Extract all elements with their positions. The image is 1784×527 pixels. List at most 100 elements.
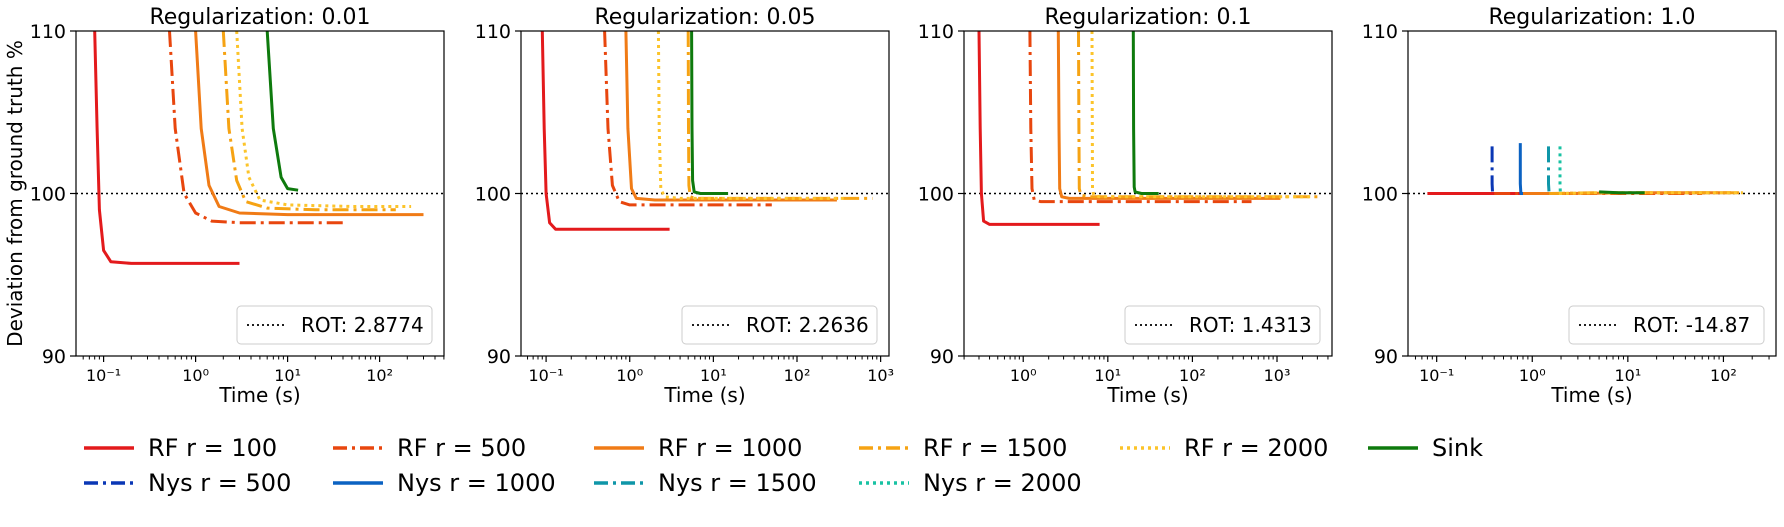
series-line-rf-r-500 bbox=[1028, 31, 1252, 204]
legend-swatch bbox=[333, 446, 383, 450]
legend-entry: RF r = 100 bbox=[84, 433, 277, 463]
legend-swatch bbox=[1368, 446, 1418, 450]
legend-label: Nys r = 2000 bbox=[923, 469, 1082, 497]
panel-3: Regularization: 0.1 90 100 110 10⁰ 10¹ 10² 10³ T… bbox=[918, 5, 1333, 407]
series-line-sink bbox=[1131, 31, 1159, 195]
panel-1: Regularization: 0.01 90 100 110 10⁻¹ 10⁰ 10¹ 10… bbox=[3, 5, 445, 407]
x-tick-label: 10⁰ bbox=[616, 366, 643, 385]
x-tick-label: 10³ bbox=[867, 366, 894, 385]
legend-entry: Nys r = 500 bbox=[84, 468, 291, 498]
legend-swatch bbox=[84, 481, 134, 485]
legend-entry: RF r = 1000 bbox=[594, 433, 802, 463]
y-tick-label: 90 bbox=[1374, 346, 1398, 368]
rot-legend-label: ROT: 2.8774 bbox=[301, 313, 424, 337]
panel-title: Regularization: 0.05 bbox=[594, 5, 815, 30]
series-line-rf-r-1000 bbox=[1056, 31, 1281, 200]
legend-entry: RF r = 500 bbox=[333, 433, 526, 463]
series-line-rf-r-100 bbox=[93, 31, 240, 265]
y-tick-label: 110 bbox=[918, 21, 954, 43]
panel-title: Regularization: 1.0 bbox=[1488, 5, 1695, 30]
chart-svg: Regularization: 0.01 90 100 110 10⁻¹ 10⁰ 10¹ 10… bbox=[3, 5, 1777, 407]
legend-swatch bbox=[84, 446, 134, 450]
y-tick-label: 90 bbox=[487, 346, 511, 368]
rot-legend-box bbox=[1568, 305, 1765, 345]
panel-title: Regularization: 0.01 bbox=[149, 5, 370, 30]
y-tick-label: 100 bbox=[475, 184, 511, 206]
legend-swatch bbox=[1120, 446, 1170, 450]
x-tick-label: 10¹ bbox=[1094, 366, 1121, 385]
series-group bbox=[977, 31, 1318, 226]
legend-label: RF r = 1000 bbox=[658, 434, 803, 462]
x-tick-label: 10⁻¹ bbox=[1419, 366, 1454, 385]
panel-title: Regularization: 0.1 bbox=[1044, 5, 1251, 30]
x-tick-label: 10⁻¹ bbox=[86, 366, 121, 385]
series-line-sink bbox=[265, 31, 299, 192]
x-tick-label: 10¹ bbox=[700, 366, 727, 385]
legend-swatch bbox=[859, 481, 909, 485]
y-tick-label: 100 bbox=[918, 184, 954, 206]
legend-entry: RF r = 1500 bbox=[859, 433, 1067, 463]
legend-label: RF r = 1500 bbox=[923, 434, 1068, 462]
legend-label: Nys r = 1500 bbox=[658, 469, 817, 497]
series-group bbox=[93, 31, 424, 265]
series-line-nys-r-1000 bbox=[1518, 143, 1523, 195]
x-tick-label: 10¹ bbox=[1614, 366, 1641, 385]
series-line-rf-r-100 bbox=[540, 31, 670, 231]
series-line-rf-r-500 bbox=[168, 31, 343, 225]
series-line-rf-r-1500 bbox=[1077, 31, 1318, 199]
y-tick-label: 100 bbox=[1362, 184, 1398, 206]
series-group bbox=[540, 31, 873, 231]
x-axis-label: Time (s) bbox=[1550, 383, 1632, 407]
series-line-nys-r-1500 bbox=[1547, 146, 1552, 195]
series-line-nys-r-2000 bbox=[1558, 146, 1562, 195]
series-line-nys-r-500 bbox=[1490, 146, 1495, 195]
rot-legend-box bbox=[681, 305, 878, 345]
series-line-rf-r-1500 bbox=[1549, 191, 1741, 195]
series-line-sink bbox=[690, 31, 729, 195]
legend-swatch bbox=[333, 481, 383, 485]
y-tick-label: 90 bbox=[930, 346, 954, 368]
x-tick-label: 10⁻¹ bbox=[528, 366, 563, 385]
panel-2: Regularization: 0.05 90 100 110 10⁻¹ 10⁰ 10¹ 10… bbox=[475, 5, 894, 407]
x-tick-label: 10² bbox=[366, 366, 393, 385]
legend-label: RF r = 2000 bbox=[1184, 434, 1329, 462]
y-axis-label: Deviation from ground truth % bbox=[3, 40, 27, 347]
x-axis-label: Time (s) bbox=[663, 383, 745, 407]
series-line-rf-r-1000 bbox=[194, 31, 424, 217]
legend-label: Sink bbox=[1432, 434, 1484, 462]
series-line-rf-r-1500 bbox=[221, 31, 396, 212]
x-axis-label: Time (s) bbox=[218, 383, 300, 407]
rot-legend-label: ROT: 2.2636 bbox=[746, 313, 869, 337]
x-tick-label: 10² bbox=[784, 366, 811, 385]
series-group bbox=[1427, 143, 1743, 195]
x-tick-label: 10² bbox=[1179, 366, 1206, 385]
x-tick-label: 10⁰ bbox=[1010, 366, 1037, 385]
x-tick-label: 10⁰ bbox=[182, 366, 209, 385]
rot-legend-box bbox=[236, 305, 433, 345]
y-tick-label: 110 bbox=[30, 21, 66, 43]
series-line-rf-r-500 bbox=[603, 31, 772, 207]
rot-legend-label: ROT: 1.4313 bbox=[1189, 313, 1312, 337]
legend-label: Nys r = 1000 bbox=[397, 469, 556, 497]
legend-entry: Nys r = 1500 bbox=[594, 468, 817, 498]
x-tick-label: 10¹ bbox=[274, 366, 301, 385]
legend-entry: Nys r = 1000 bbox=[333, 468, 556, 498]
rot-legend-box bbox=[1124, 305, 1321, 345]
legend-entry: Nys r = 2000 bbox=[859, 468, 1082, 498]
x-tick-label: 10³ bbox=[1264, 366, 1291, 385]
series-line-rf-r-1500 bbox=[686, 31, 873, 200]
legend-swatch bbox=[594, 446, 644, 450]
legend-label: RF r = 100 bbox=[148, 434, 278, 462]
y-tick-label: 110 bbox=[1362, 21, 1398, 43]
y-tick-label: 100 bbox=[30, 184, 66, 206]
x-tick-label: 10⁰ bbox=[1519, 366, 1546, 385]
series-line-rf-r-100 bbox=[977, 31, 1100, 226]
y-tick-label: 90 bbox=[42, 346, 66, 368]
legend-entry: RF r = 2000 bbox=[1120, 433, 1328, 463]
x-tick-label: 10² bbox=[1710, 366, 1737, 385]
legend-entry: Sink bbox=[1368, 433, 1483, 463]
legend-label: Nys r = 500 bbox=[148, 469, 292, 497]
rot-legend-label: ROT: -14.87 bbox=[1633, 313, 1750, 337]
series-line-sink bbox=[1599, 190, 1645, 195]
